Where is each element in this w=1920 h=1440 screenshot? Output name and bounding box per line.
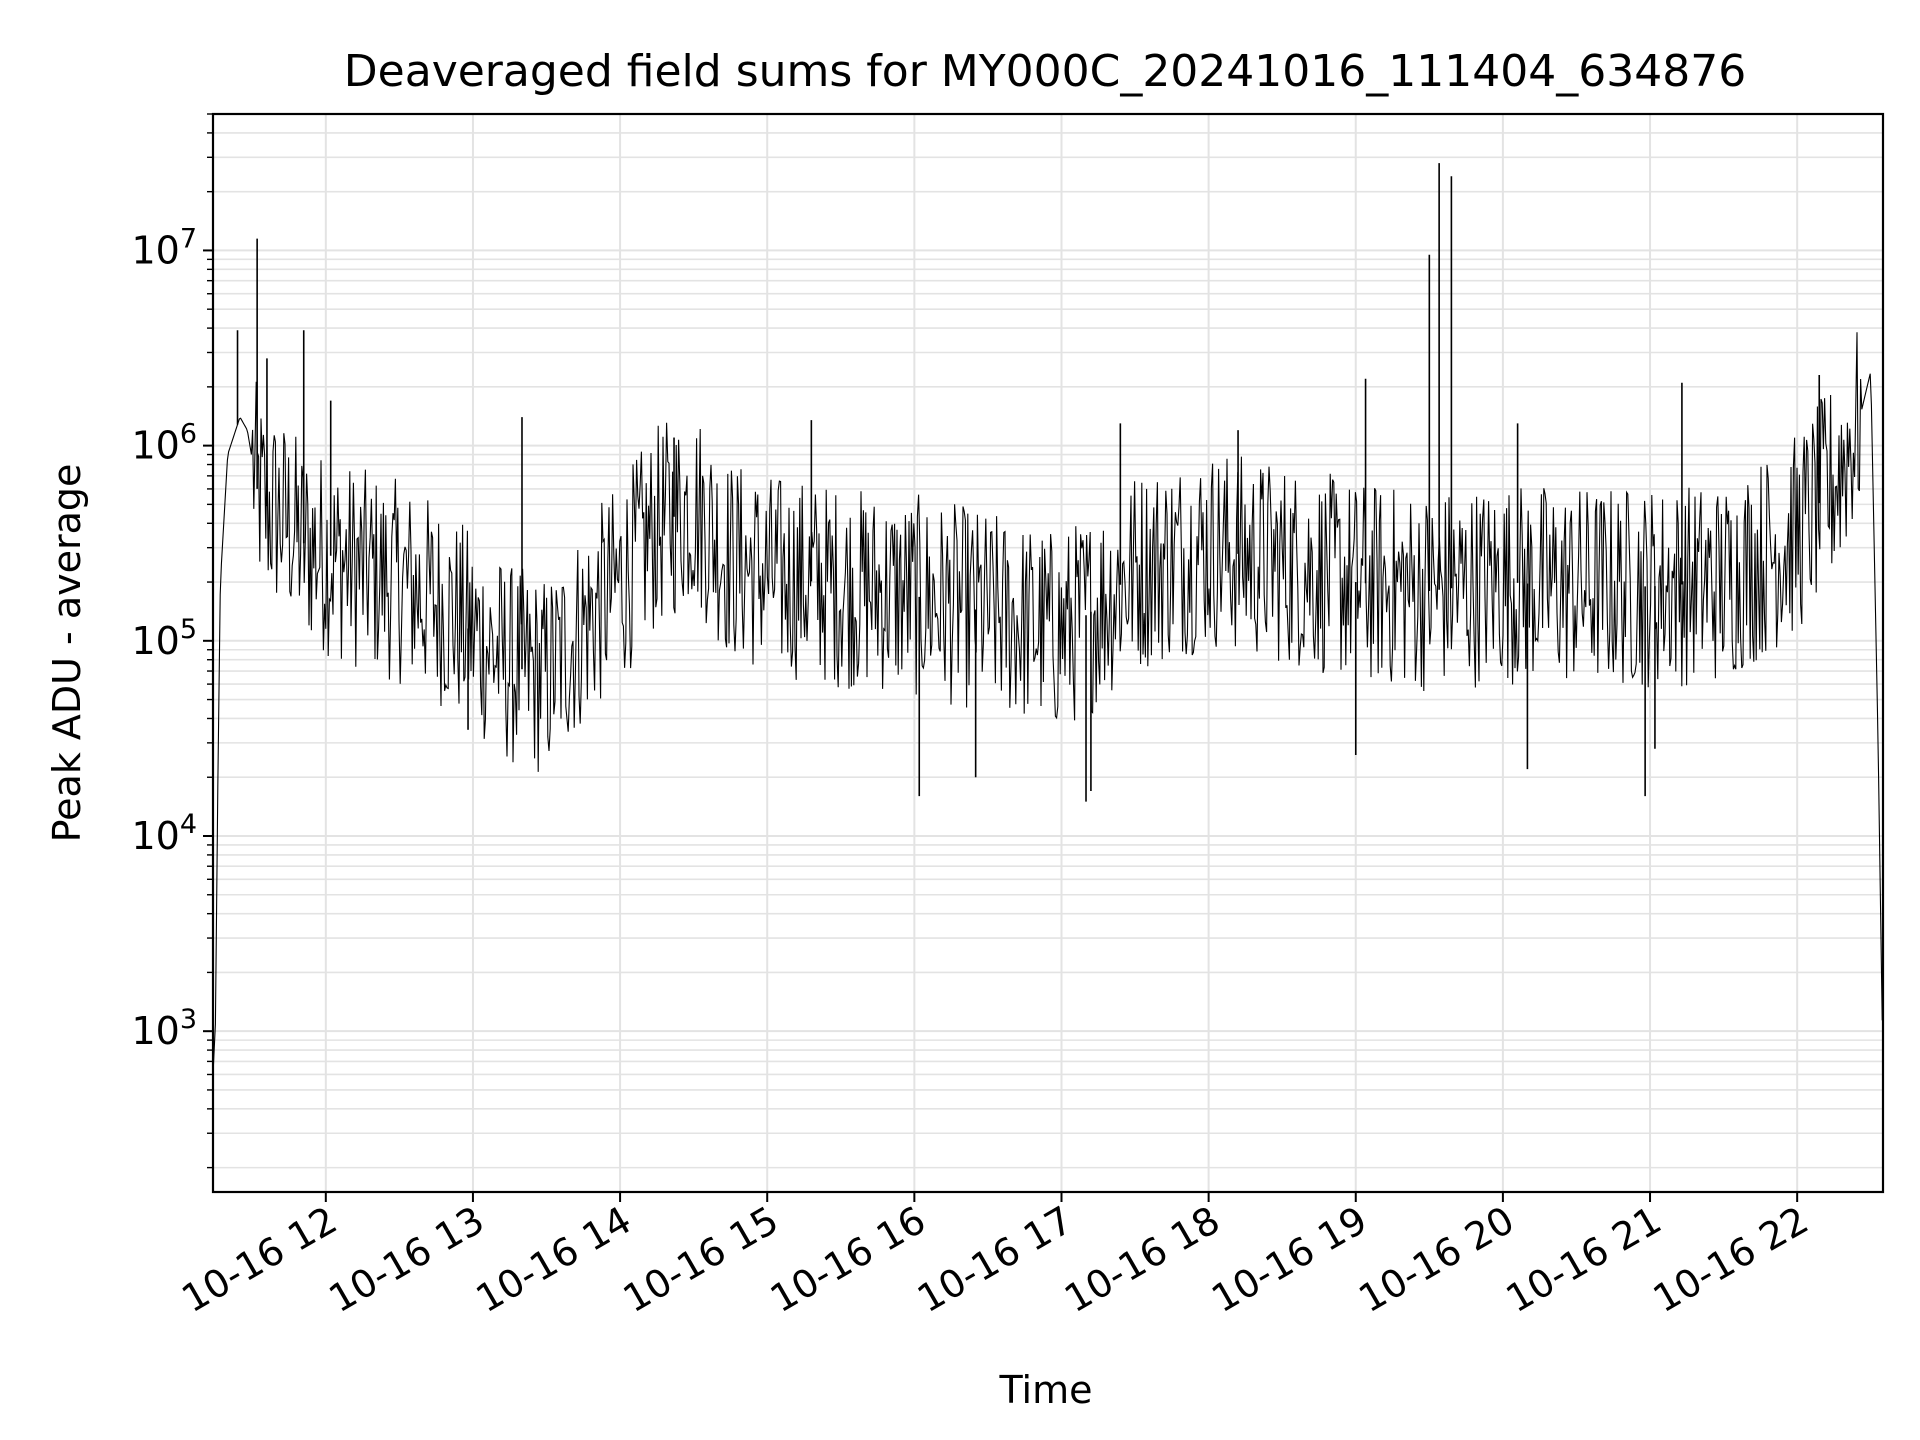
- y-tick-label: 103: [131, 1004, 197, 1053]
- y-tick-label: 105: [131, 614, 197, 663]
- y-tick-base: 10: [131, 1009, 179, 1053]
- y-tick-base: 10: [131, 424, 179, 468]
- data-series: [212, 163, 1883, 1075]
- grid: [213, 113, 1883, 1192]
- y-tick-base: 10: [131, 619, 179, 663]
- y-tick-exponent: 6: [180, 419, 197, 450]
- y-tick-label: 106: [131, 419, 197, 468]
- plot-frame: [211, 112, 1885, 1194]
- y-tick-base: 10: [131, 228, 179, 272]
- y-axis-label: Peak ADU - average: [45, 464, 89, 843]
- y-tick-label: 104: [131, 809, 197, 858]
- chart-title: Deaveraged field sums for MY000C_2024101…: [344, 46, 1746, 97]
- x-axis-label: Time: [999, 1368, 1093, 1412]
- y-tick-exponent: 7: [180, 223, 197, 254]
- y-tick-exponent: 3: [180, 1004, 197, 1035]
- y-tick-label: 107: [131, 223, 197, 272]
- y-tick-base: 10: [131, 814, 179, 858]
- y-tick-exponent: 5: [180, 614, 197, 645]
- series-line: [212, 332, 1883, 1075]
- y-tick-exponent: 4: [180, 809, 197, 840]
